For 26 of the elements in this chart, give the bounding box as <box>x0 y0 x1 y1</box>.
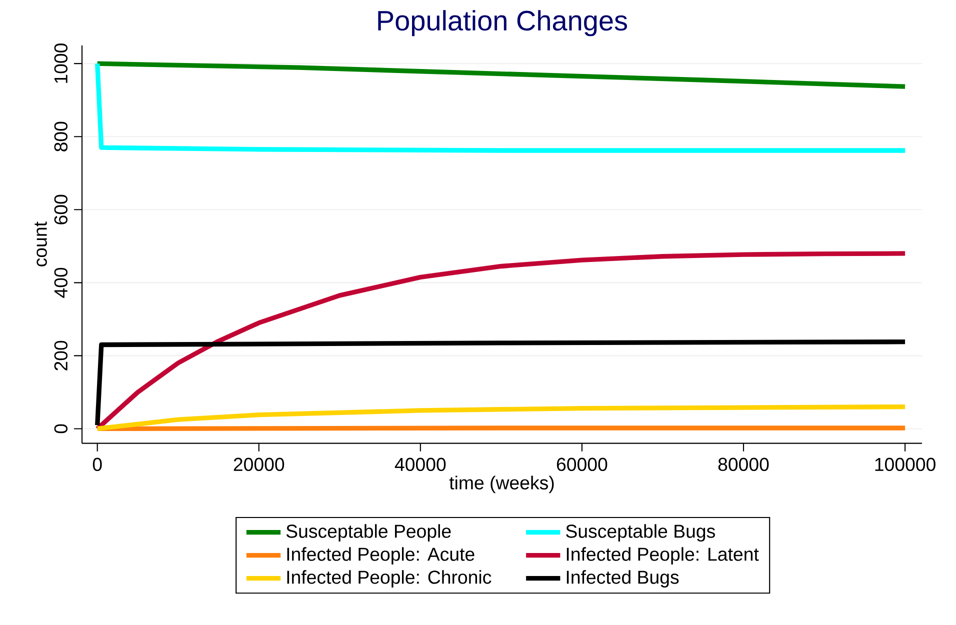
line-series <box>95 61 908 153</box>
line-series <box>95 404 908 431</box>
line-series <box>95 339 908 428</box>
y-tick-label: 0 <box>54 424 68 434</box>
x-tick-label: 100000 <box>875 458 936 471</box>
y-tick-label: 200 <box>54 340 68 370</box>
legend-label: Infected People: Latent <box>566 546 759 564</box>
y-tick-label: 800 <box>54 122 68 152</box>
line-series <box>95 61 908 89</box>
y-tick-label: 400 <box>54 268 68 298</box>
x-tick-label: 60000 <box>556 458 608 471</box>
legend-label: Infected People: Chronic <box>287 570 492 588</box>
legend-label: Infected Bugs <box>566 570 679 588</box>
x-axis-title: time (weeks) <box>449 476 554 493</box>
legend-label: Susceptable Bugs <box>566 524 715 542</box>
legend-label: Susceptable People <box>286 524 451 542</box>
x-tick-label: 40000 <box>394 458 446 471</box>
x-tick-label: 20000 <box>234 458 284 471</box>
legend-label: Infected People: Acute <box>287 546 474 564</box>
x-tick-label: 80000 <box>718 458 769 471</box>
y-tick-label: 600 <box>54 194 68 224</box>
x-tick-label: 0 <box>92 458 102 471</box>
chart-title: Population Changes <box>378 10 628 36</box>
y-tick-label: 1000 <box>54 43 68 83</box>
line-series <box>95 250 908 431</box>
y-axis-title: count <box>34 221 47 266</box>
